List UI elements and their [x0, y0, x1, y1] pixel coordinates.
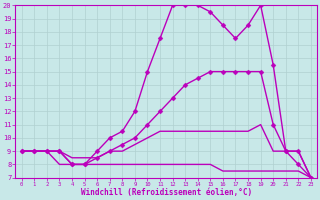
X-axis label: Windchill (Refroidissement éolien,°C): Windchill (Refroidissement éolien,°C): [81, 188, 252, 197]
